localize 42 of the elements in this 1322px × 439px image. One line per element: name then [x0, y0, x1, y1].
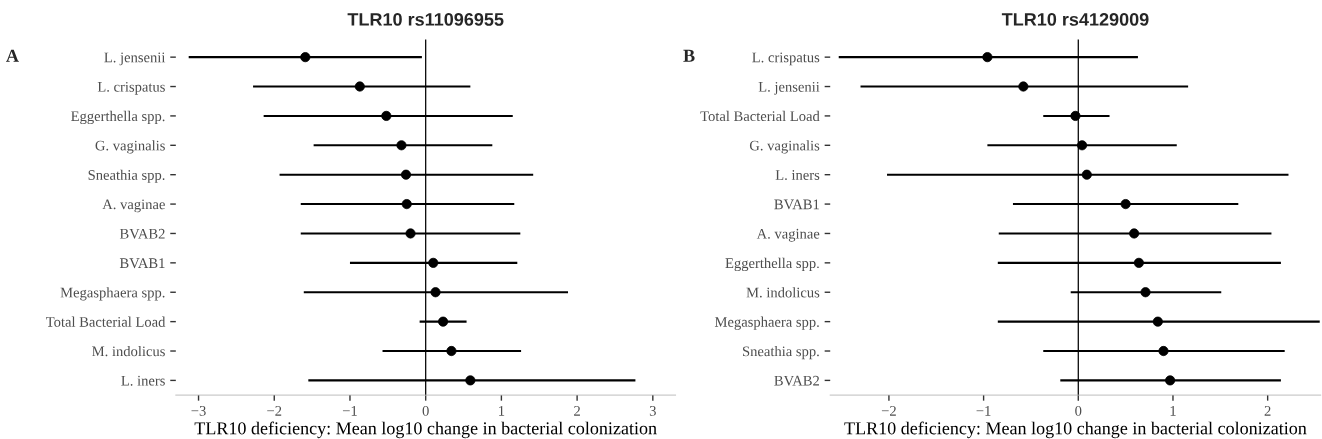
y-tick-label: L. jensenii	[758, 81, 820, 95]
y-tick-label: BVAB1	[119, 258, 165, 269]
x-axis-title: TLR10 deficiency: Mean log10 change in bacterial colonization	[194, 421, 657, 439]
y-tick-label: Total Bacterial Load	[700, 110, 820, 122]
y-tick-label: Sneathia spp.	[88, 169, 165, 183]
y-tick-label: L. iners	[775, 170, 820, 180]
chart-title: TLR10 rs11096955	[347, 13, 504, 26]
y-tick-label: L. crispatus	[752, 52, 820, 66]
chart-title: TLR10 rs4129009	[1001, 13, 1149, 26]
y-tick-label: M. indolicus	[92, 345, 165, 357]
y-tick-label: L. iners	[121, 375, 165, 386]
text: A	[6, 49, 19, 62]
y-tick-label: M. indolicus	[746, 287, 820, 298]
x-tick-label: 3	[649, 405, 656, 416]
y-tick-label: Megasphaera spp.	[60, 287, 165, 301]
y-tick-label: BVAB1	[774, 199, 819, 210]
y-tick-label: Eggerthella spp.	[725, 257, 819, 272]
y-tick-label: L. crispatus	[97, 81, 165, 95]
x-tick-label: 0	[422, 405, 429, 416]
y-tick-label: BVAB2	[774, 375, 819, 386]
x-tick-label: −1	[976, 406, 991, 416]
x-tick-label: −1	[342, 406, 357, 416]
y-tick-label: Eggerthella spp.	[71, 110, 165, 125]
x-tick-label: −2	[881, 405, 896, 416]
y-tick-label: A. vaginae	[756, 228, 820, 242]
y-tick-label: Megasphaera spp.	[714, 316, 819, 330]
y-tick-label: G. vaginalis	[749, 140, 820, 154]
x-tick-label: −3	[191, 405, 206, 416]
y-tick-label: A. vaginae	[102, 199, 165, 213]
y-tick-label: L. jensenii	[104, 52, 166, 66]
x-tick-label: 2	[1264, 405, 1271, 416]
x-tick-label: 1	[1170, 406, 1176, 416]
x-tick-label: 1	[499, 406, 505, 416]
y-tick-label: BVAB2	[119, 228, 165, 239]
x-tick-label: 0	[1075, 405, 1082, 416]
x-tick-label: 2	[574, 405, 580, 416]
x-axis-title: TLR10 deficiency: Mean log10 change in bacterial colonization	[844, 421, 1307, 439]
y-tick-label: Total Bacterial Load	[46, 316, 166, 327]
x-tick-label: −2	[267, 405, 282, 416]
y-tick-label: G. vaginalis	[95, 140, 165, 154]
y-tick-label: Sneathia spp.	[743, 345, 819, 360]
text: B	[683, 49, 695, 62]
